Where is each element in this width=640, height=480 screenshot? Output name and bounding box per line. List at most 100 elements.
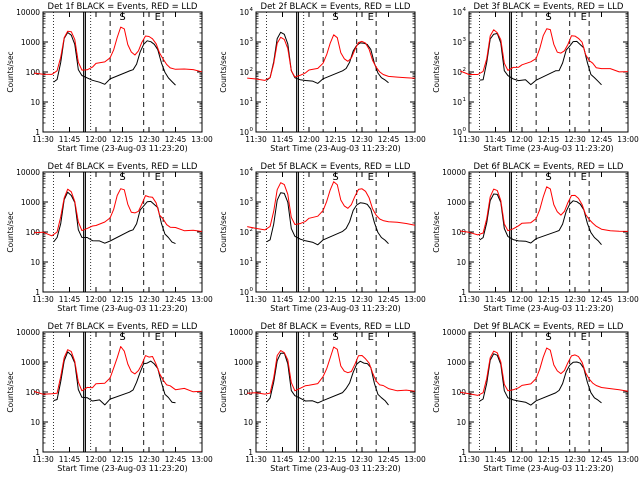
- y-tick-label: 10000: [442, 168, 466, 177]
- x-axis-label: Start Time (23-Aug-03 11:23:20): [270, 144, 401, 153]
- x-tick-label: 11:30: [32, 135, 54, 144]
- y-tick-label: 1: [35, 288, 40, 297]
- x-tick-label: 12:15: [112, 295, 134, 304]
- panel-title: Det 4f BLACK = Events, RED = LLD: [48, 162, 198, 172]
- x-tick-label: 13:00: [404, 135, 426, 144]
- x-tick-label: 12:15: [325, 295, 347, 304]
- detector-panel-1: Det 1f BLACK = Events, RED = LLD 1 10 100 10…: [6, 2, 213, 153]
- y-tick-exponent: 4: [250, 7, 254, 13]
- marker-label-e: E: [581, 332, 587, 343]
- x-tick-label: 12:15: [325, 455, 347, 464]
- lld-series-line: [460, 347, 629, 396]
- lld-series-line: [460, 28, 629, 75]
- detector-panel-4: Det 4f BLACK = Events, RED = LLD 1 10 100 10…: [6, 162, 213, 313]
- y-tick-label: 100: [26, 228, 41, 237]
- marker-label-s: S: [332, 172, 338, 183]
- plot-frame: [255, 331, 416, 453]
- y-tick-label: 10000: [16, 328, 40, 337]
- x-tick-label: 11:45: [59, 455, 81, 464]
- y-axis-label: Counts/sec: [219, 51, 228, 92]
- marker-label-s: S: [119, 332, 125, 343]
- y-tick-label: 1: [248, 448, 253, 457]
- plot-frame: [42, 331, 203, 453]
- y-axis-label: Counts/sec: [432, 51, 441, 92]
- events-series-line: [53, 32, 176, 86]
- y-tick-label: 10: [452, 98, 462, 107]
- x-axis-label: Start Time (23-Aug-03 11:23:20): [270, 464, 401, 473]
- x-tick-label: 12:00: [298, 455, 320, 464]
- plot-frame: [42, 11, 203, 133]
- events-series-line: [479, 193, 602, 246]
- x-tick-label: 12:00: [85, 135, 107, 144]
- y-tick-label: 10: [239, 38, 249, 47]
- x-axis-label: Start Time (23-Aug-03 11:23:20): [57, 304, 188, 313]
- x-tick-label: 11:30: [245, 455, 267, 464]
- y-tick-label: 100: [26, 388, 41, 397]
- marker-label-e: E: [581, 172, 587, 183]
- marker-label-e: E: [581, 12, 587, 23]
- detector-panel-9: Det 9f BLACK = Events, RED = LLD 1 10 100 10…: [432, 322, 639, 473]
- x-tick-label: 12:15: [538, 295, 560, 304]
- y-tick-label: 10: [456, 418, 466, 427]
- x-tick-label: 11:30: [245, 135, 267, 144]
- y-tick-label: 10000: [442, 328, 466, 337]
- lld-series-line: [247, 34, 416, 81]
- events-series-line: [266, 192, 389, 246]
- x-tick-label: 13:00: [191, 295, 213, 304]
- x-tick-label: 12:00: [85, 455, 107, 464]
- x-tick-label: 12:30: [138, 295, 160, 304]
- marker-label-e: E: [155, 12, 161, 23]
- lld-series-line: [34, 188, 203, 237]
- x-tick-label: 12:45: [591, 295, 613, 304]
- x-tick-label: 13:00: [191, 135, 213, 144]
- marker-label-s: S: [545, 172, 551, 183]
- y-tick-label: 10: [239, 258, 249, 267]
- y-tick-label: 10: [239, 288, 249, 297]
- y-tick-exponent: 1: [250, 97, 254, 103]
- events-series-line: [266, 352, 389, 406]
- x-axis-label: Start Time (23-Aug-03 11:23:20): [270, 304, 401, 313]
- x-tick-label: 11:45: [59, 295, 81, 304]
- x-tick-label: 12:00: [85, 295, 107, 304]
- y-tick-label: 10: [452, 128, 462, 137]
- y-tick-exponent: 1: [463, 97, 467, 103]
- panel-title: Det 2f BLACK = Events, RED = LLD: [261, 2, 411, 12]
- x-tick-label: 12:45: [378, 295, 400, 304]
- panel-title: Det 1f BLACK = Events, RED = LLD: [48, 2, 198, 12]
- y-tick-label: 10: [239, 98, 249, 107]
- y-tick-label: 10: [239, 228, 249, 237]
- events-series-line: [266, 31, 389, 84]
- y-tick-label: 10: [30, 258, 40, 267]
- x-tick-label: 11:45: [272, 455, 294, 464]
- x-tick-label: 11:30: [245, 295, 267, 304]
- y-tick-exponent: 0: [463, 127, 467, 133]
- x-tick-label: 13:00: [617, 455, 639, 464]
- x-tick-label: 11:45: [485, 455, 507, 464]
- x-tick-label: 12:45: [165, 295, 187, 304]
- y-tick-exponent: 3: [250, 197, 254, 203]
- x-tick-label: 13:00: [617, 295, 639, 304]
- y-axis-label: Counts/sec: [432, 211, 441, 252]
- x-axis-label: Start Time (23-Aug-03 11:23:20): [483, 464, 614, 473]
- y-tick-exponent: 3: [250, 37, 254, 43]
- x-tick-label: 12:45: [165, 455, 187, 464]
- y-tick-label: 10: [30, 418, 40, 427]
- x-tick-label: 13:00: [404, 455, 426, 464]
- x-tick-label: 11:30: [458, 135, 480, 144]
- marker-label-s: S: [545, 332, 551, 343]
- y-tick-label: 100: [452, 388, 467, 397]
- detector-panel-7: Det 7f BLACK = Events, RED = LLD 1 10 100 10…: [6, 322, 213, 473]
- x-axis-label: Start Time (23-Aug-03 11:23:20): [483, 144, 614, 153]
- marker-label-e: E: [368, 12, 374, 23]
- panel-title: Det 8f BLACK = Events, RED = LLD: [261, 322, 411, 332]
- plot-frame: [255, 11, 416, 133]
- y-tick-label: 10: [452, 8, 462, 17]
- marker-label-s: S: [332, 332, 338, 343]
- x-tick-label: 12:15: [112, 455, 134, 464]
- x-tick-label: 12:30: [351, 135, 373, 144]
- y-axis-label: Counts/sec: [6, 371, 15, 412]
- y-axis-label: Counts/sec: [432, 371, 441, 412]
